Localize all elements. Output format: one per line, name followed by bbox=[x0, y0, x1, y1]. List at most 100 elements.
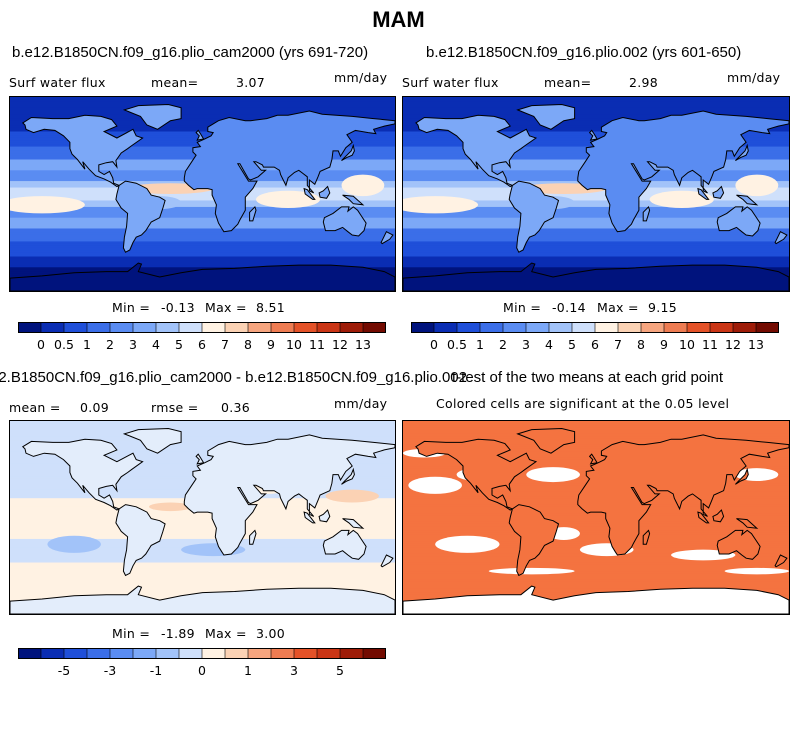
map3-field-band bbox=[10, 586, 395, 589]
map4-field-band bbox=[403, 455, 789, 459]
map2-field-band bbox=[403, 245, 789, 249]
panel2-variable-label: Surf water flux bbox=[402, 75, 499, 90]
map1-field-band bbox=[10, 118, 395, 122]
map4-field-band bbox=[403, 436, 789, 439]
map2-field-band bbox=[403, 267, 789, 271]
map1-north-america bbox=[21, 114, 144, 188]
colorbar-1-swatch bbox=[248, 322, 272, 333]
map2-field-band bbox=[403, 237, 789, 240]
map1-field-band bbox=[10, 200, 395, 204]
map3-field-band bbox=[10, 571, 395, 574]
map4-field-band bbox=[403, 562, 789, 566]
map2-north-america bbox=[415, 114, 538, 188]
colorbar-2-tick-label: 7 bbox=[614, 337, 622, 352]
map2-field-band bbox=[403, 241, 789, 245]
colorbar-1-swatch bbox=[340, 322, 364, 333]
map-plot-2 bbox=[403, 97, 789, 291]
map4-nonsignificant-area bbox=[526, 467, 580, 483]
map3-field-band bbox=[10, 427, 395, 431]
colorbar-2-swatch bbox=[411, 322, 435, 333]
colorbar-2-swatch bbox=[733, 322, 757, 333]
colorbar-1-tick-label: 0.5 bbox=[54, 337, 74, 352]
map4-field-band bbox=[403, 453, 789, 456]
map1-field-band bbox=[10, 209, 395, 212]
map4-madagascar bbox=[642, 529, 651, 545]
colorbar-2-tick-label: 0 bbox=[430, 337, 438, 352]
map1-field-band bbox=[10, 224, 395, 227]
colorbar-3-tick-label: 0 bbox=[198, 663, 206, 678]
map1-field-band bbox=[10, 97, 395, 100]
colorbar-2-swatch bbox=[641, 322, 665, 333]
map3-field-band bbox=[10, 425, 395, 429]
map4-nonsignificant-area bbox=[724, 567, 789, 575]
map4-greenland bbox=[516, 427, 576, 454]
map4-field-band bbox=[403, 586, 789, 589]
map3-field-band bbox=[10, 519, 395, 523]
map2-field-band bbox=[403, 120, 789, 124]
panel2-max-value: 9.15 bbox=[648, 300, 678, 315]
map4-field-band bbox=[403, 530, 789, 534]
colorbar-3-swatch bbox=[202, 648, 226, 659]
map3-field-band bbox=[10, 451, 395, 454]
map1-field-band bbox=[10, 254, 395, 258]
map1-field-band bbox=[10, 196, 395, 199]
map1-japan bbox=[341, 143, 355, 162]
map4-field-band bbox=[403, 446, 789, 450]
map2-field-band bbox=[403, 125, 789, 128]
map3-field-band bbox=[10, 455, 395, 459]
colorbar-1-swatch bbox=[156, 322, 180, 333]
map2-field-patch bbox=[735, 174, 779, 197]
map4-nonsignificant-area bbox=[488, 567, 575, 575]
map2-field-band bbox=[403, 202, 789, 206]
map2-field-band bbox=[403, 215, 789, 219]
map2-field-band bbox=[403, 129, 789, 133]
colorbar-1-tick-label: 10 bbox=[286, 337, 302, 352]
map4-africa-eurasia bbox=[577, 434, 789, 556]
map4-australia bbox=[716, 529, 761, 560]
map4-uk bbox=[588, 453, 598, 465]
map4-new-zealand bbox=[774, 554, 788, 568]
map2-field-patch bbox=[403, 196, 479, 214]
panel2-mean-label: mean= bbox=[544, 75, 592, 90]
map4-field-band bbox=[403, 590, 789, 594]
map3-field-band bbox=[10, 517, 395, 521]
map1-field-band bbox=[10, 245, 395, 249]
colorbar-3-swatch bbox=[294, 648, 318, 659]
panel3-units: mm/day bbox=[334, 396, 388, 411]
panel1-min-label: Min = bbox=[112, 300, 151, 315]
colorbar-1-swatch bbox=[87, 322, 111, 333]
map2-field-band bbox=[403, 200, 789, 204]
map2-new-guinea bbox=[736, 194, 759, 206]
map1-field-band bbox=[10, 258, 395, 262]
panel1-mean-label: mean= bbox=[151, 75, 199, 90]
map4-south-america bbox=[508, 504, 560, 577]
map3-north-america bbox=[21, 438, 144, 511]
colorbar-2-swatch bbox=[434, 322, 458, 333]
map1-field-band bbox=[10, 204, 395, 208]
map2-field-band bbox=[403, 265, 789, 268]
colorbar-2-swatch bbox=[457, 322, 481, 333]
map2-field-band bbox=[403, 211, 789, 214]
map2-field-band bbox=[403, 118, 789, 122]
map3-field-band bbox=[10, 562, 395, 566]
colorbar-1-swatch bbox=[41, 322, 65, 333]
map3-field-band bbox=[10, 583, 395, 587]
map3-field-band bbox=[10, 534, 395, 538]
map1-field-band bbox=[10, 103, 395, 107]
map3-uk bbox=[195, 453, 205, 465]
colorbar-1-tick-label: 2 bbox=[106, 337, 114, 352]
map2-field-band bbox=[403, 239, 789, 243]
panel2-min-value: -0.14 bbox=[552, 300, 586, 315]
map-plot-3 bbox=[10, 421, 395, 614]
map1-field-band bbox=[10, 215, 395, 219]
map1-field-band bbox=[10, 125, 395, 128]
map4-field-band bbox=[403, 538, 789, 542]
map4-sumatra bbox=[697, 511, 710, 524]
colorbar-1-swatch bbox=[363, 322, 386, 333]
colorbar-2-tick-label: 3 bbox=[522, 337, 530, 352]
map1-field-band bbox=[10, 101, 395, 105]
colorbar-1-tick-label: 5 bbox=[175, 337, 183, 352]
colorbar-2-swatch bbox=[618, 322, 642, 333]
map1-field-band bbox=[10, 129, 395, 133]
map2-field-band bbox=[403, 206, 789, 210]
